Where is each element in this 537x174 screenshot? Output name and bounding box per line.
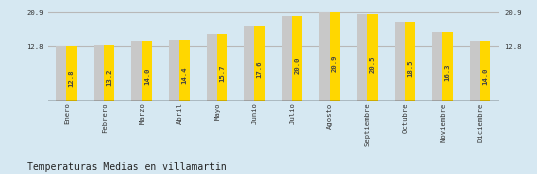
Bar [367, 14, 378, 101]
Text: 16.3: 16.3 [445, 63, 451, 81]
Text: 20.0: 20.0 [294, 56, 300, 74]
Bar [142, 41, 152, 101]
Text: 13.2: 13.2 [106, 69, 112, 86]
Bar [330, 12, 340, 101]
Text: 20.5: 20.5 [369, 56, 375, 73]
Bar [67, 46, 77, 101]
Text: Temperaturas Medias en villamartin: Temperaturas Medias en villamartin [27, 162, 227, 172]
Bar [292, 16, 302, 101]
Bar [244, 26, 255, 101]
Bar [217, 34, 227, 101]
Bar [169, 40, 179, 101]
Text: 14.0: 14.0 [144, 67, 150, 85]
Bar [442, 32, 453, 101]
Text: 15.7: 15.7 [219, 64, 225, 82]
Bar [282, 16, 292, 101]
Bar [56, 46, 67, 101]
Bar [255, 26, 265, 101]
Bar [94, 45, 104, 101]
Bar [432, 32, 442, 101]
Bar [357, 14, 367, 101]
Text: 12.8: 12.8 [69, 69, 75, 87]
Bar [405, 22, 415, 101]
Bar [470, 41, 480, 101]
Text: 14.0: 14.0 [482, 67, 488, 85]
Bar [480, 41, 490, 101]
Bar [132, 41, 142, 101]
Bar [207, 34, 217, 101]
Text: 17.6: 17.6 [257, 61, 263, 78]
Bar [395, 22, 405, 101]
Bar [320, 12, 330, 101]
Bar [104, 45, 114, 101]
Text: 18.5: 18.5 [407, 59, 413, 77]
Text: 20.9: 20.9 [332, 55, 338, 72]
Bar [179, 40, 190, 101]
Text: 14.4: 14.4 [182, 66, 187, 84]
